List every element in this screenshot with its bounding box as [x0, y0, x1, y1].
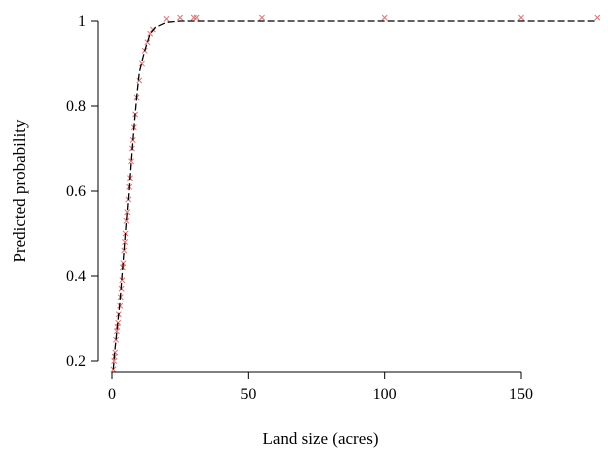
data-point [128, 158, 135, 165]
x-tick-label: 150 [509, 386, 533, 403]
y-tick-label: 1 [78, 13, 86, 30]
data-point [518, 14, 524, 21]
data-point [139, 60, 145, 67]
data-point [124, 209, 131, 216]
y-tick-label: 0.6 [66, 183, 86, 200]
data-point [123, 217, 130, 224]
fitted-curve [112, 20, 598, 370]
y-tick-label: 0.2 [66, 353, 86, 370]
data-point [121, 247, 128, 254]
data-point [119, 277, 126, 284]
data-point [381, 14, 388, 21]
y-axis-title: Predicted probability [10, 119, 29, 263]
data-point [193, 14, 200, 21]
data-point [144, 39, 151, 46]
data-points [110, 14, 601, 373]
x-axis-title: Land size (acres) [262, 429, 378, 448]
data-point [112, 349, 119, 356]
data-point [190, 14, 197, 21]
x-tick-label: 50 [240, 386, 256, 403]
data-point [122, 239, 129, 245]
y-tick-label: 0.4 [66, 268, 86, 285]
data-point [163, 15, 170, 22]
data-point [136, 77, 143, 84]
x-tick-label: 0 [108, 386, 116, 403]
data-point [113, 336, 120, 343]
data-point [594, 14, 601, 21]
data-point [115, 319, 122, 326]
data-point [177, 14, 184, 21]
data-point [258, 14, 265, 21]
y-tick-label: 0.8 [66, 98, 86, 115]
y-axis-ticks: 0.2 0.4 0.6 0.8 1 [66, 13, 98, 370]
x-tick-label: 100 [373, 386, 397, 403]
x-axis-ticks: 0 50 100 150 [108, 372, 533, 403]
